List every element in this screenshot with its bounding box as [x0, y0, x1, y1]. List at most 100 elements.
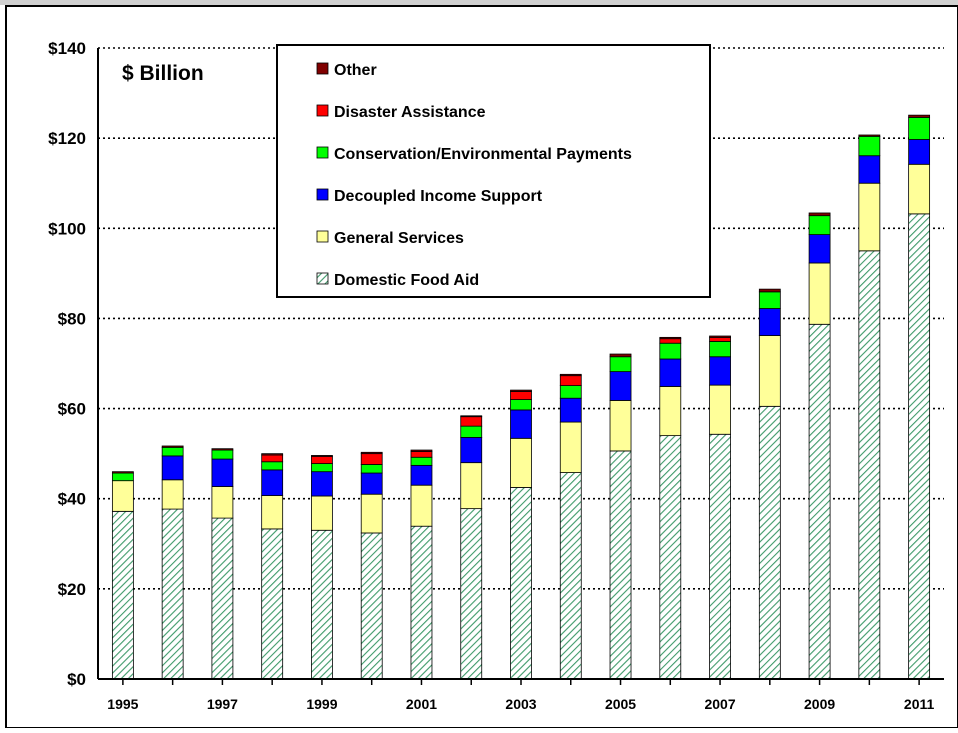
bar-segment — [758, 288, 781, 293]
legend-swatch — [316, 272, 329, 285]
bar-segment — [460, 462, 483, 510]
bar-segment — [758, 308, 781, 336]
bar-segment — [858, 182, 881, 252]
bar-segment — [161, 508, 184, 680]
bar-segment — [659, 336, 682, 340]
y-tick-label: $140 — [48, 39, 86, 58]
bar-segment — [460, 416, 483, 427]
bar-segment — [659, 386, 682, 437]
x-tick-label: 2007 — [704, 696, 735, 712]
bar-segment — [261, 461, 284, 471]
bar-segment — [410, 456, 433, 466]
bar-segment — [460, 508, 483, 680]
bar-segment — [311, 455, 333, 464]
bar-segment — [559, 385, 582, 399]
legend-swatch — [316, 188, 329, 201]
bar-segment — [311, 495, 333, 531]
bar-segment — [659, 435, 682, 680]
bar-segment — [111, 480, 134, 512]
bar-segment — [261, 469, 284, 496]
bar-segment — [111, 472, 134, 482]
bar-segment — [111, 471, 134, 474]
bar-segment — [460, 437, 483, 464]
y-tick-label: $60 — [58, 400, 86, 419]
bar-segment — [709, 341, 731, 358]
bar-segment — [609, 356, 632, 373]
bar-segment — [510, 437, 532, 488]
legend-label: Other — [334, 62, 377, 79]
bar-segment — [758, 405, 781, 680]
bar-segment — [261, 453, 284, 456]
bar-segment — [410, 449, 433, 452]
legend-label: Conservation/Environmental Payments — [334, 146, 632, 163]
bar-segment — [360, 453, 383, 465]
bar-segment — [758, 291, 781, 309]
legend-swatch — [316, 62, 329, 75]
bar-segment — [659, 358, 682, 387]
bar-segment — [908, 163, 931, 215]
bar-segment — [360, 451, 383, 455]
bar-segment — [211, 449, 234, 460]
legend-box — [276, 44, 711, 298]
y-tick-label: $0 — [67, 670, 86, 689]
bar-segment — [709, 356, 731, 386]
legend-label: Disaster Assistance — [334, 104, 486, 121]
bar-segment — [609, 400, 632, 452]
bar-segment — [510, 391, 532, 400]
bar-segment — [858, 135, 881, 157]
bar-segment — [360, 464, 383, 474]
bar-segment — [908, 213, 931, 680]
gridlines — [98, 47, 944, 590]
bar-segment — [559, 397, 582, 423]
bar-segment — [559, 472, 582, 680]
bar-segment — [211, 458, 234, 487]
bar-segment — [858, 250, 881, 680]
bar-segment — [261, 528, 284, 680]
bars — [111, 114, 931, 680]
bar-segment — [360, 493, 383, 534]
bar-segment — [410, 525, 433, 680]
bar-segment — [709, 384, 731, 435]
bar-segment — [808, 262, 831, 325]
legend-label: Domestic Food Aid — [334, 272, 479, 289]
bar-segment — [111, 510, 134, 680]
bar-segment — [858, 134, 881, 137]
bar-segment — [510, 487, 532, 680]
bar-segment — [311, 455, 333, 457]
bar-segment — [510, 409, 532, 439]
bar-segment — [410, 464, 433, 486]
bar-segment — [161, 446, 184, 457]
bar-segment — [161, 479, 184, 510]
bar-segment — [858, 155, 881, 184]
bar-segment — [261, 495, 284, 530]
y-tick-label: $40 — [58, 490, 86, 509]
bar-segment — [808, 212, 831, 217]
bar-segment — [460, 415, 483, 418]
x-tick-label: 1997 — [207, 696, 238, 712]
legend-swatch — [316, 146, 329, 159]
bar-segment — [311, 463, 333, 473]
bar-segment — [360, 472, 383, 495]
top-strip — [0, 0, 958, 5]
legend: Other Disaster Assistance Conservation/Env… — [276, 44, 711, 298]
bar-segment — [659, 342, 682, 360]
bar-segment — [211, 517, 234, 680]
bar-segment — [161, 455, 184, 481]
bar-segment — [360, 532, 383, 680]
bar-segment — [311, 471, 333, 497]
bar-segment — [161, 445, 184, 448]
y-tick-label: $100 — [48, 219, 86, 238]
bar-segment — [908, 139, 931, 165]
x-tick-label: 2009 — [804, 696, 835, 712]
legend-label: Decoupled Income Support — [334, 188, 543, 205]
bar-segment — [510, 389, 532, 392]
legend-swatch — [316, 104, 329, 117]
bar-segment — [211, 448, 234, 451]
bar-segment — [908, 117, 931, 140]
bar-segment — [758, 335, 781, 407]
bar-segment — [510, 399, 532, 411]
bar-segment — [559, 421, 582, 473]
bar-segment — [609, 371, 632, 401]
